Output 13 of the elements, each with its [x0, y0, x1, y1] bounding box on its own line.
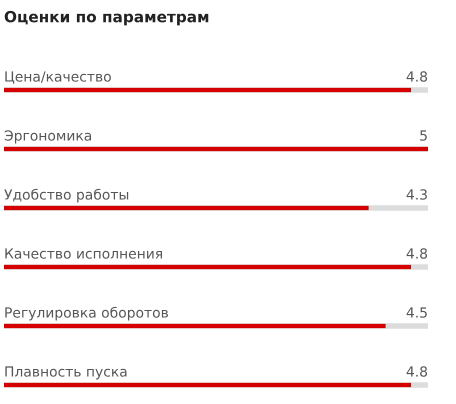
data-label: 4.8	[406, 366, 428, 377]
data-label: 4.5	[406, 307, 427, 318]
data-label: 4.8	[406, 248, 428, 259]
data-label: 4.8	[406, 71, 428, 82]
y-tick-label: Плавность пуска	[5, 366, 126, 380]
data-label: 4.3	[406, 189, 427, 200]
y-tick-label: Качество исполнения	[5, 248, 162, 259]
y-tick-label: Удобство работы	[4, 188, 128, 202]
y-tick-label: Эргономика	[4, 130, 92, 144]
y-tick-label: Цена/качество	[5, 71, 111, 84]
data-label: 5	[420, 130, 427, 141]
y-tick-label: Регулировка оборотов	[5, 306, 168, 320]
chart-title: Оценки по параметрам	[4, 10, 208, 26]
